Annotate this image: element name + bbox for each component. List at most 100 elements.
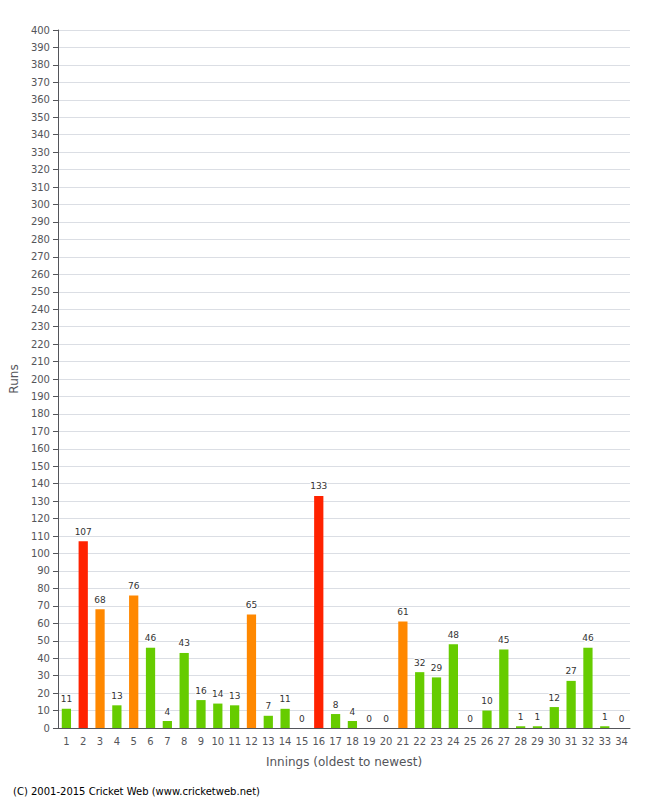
svg-text:7: 7 xyxy=(265,701,271,711)
svg-text:0: 0 xyxy=(366,714,372,724)
svg-text:20: 20 xyxy=(37,688,50,699)
svg-text:250: 250 xyxy=(31,286,50,297)
svg-text:32: 32 xyxy=(414,658,425,668)
svg-text:1: 1 xyxy=(518,712,524,722)
svg-text:310: 310 xyxy=(31,182,50,193)
svg-text:1: 1 xyxy=(535,712,541,722)
svg-text:10: 10 xyxy=(211,736,224,747)
svg-text:27: 27 xyxy=(497,736,510,747)
svg-text:390: 390 xyxy=(31,42,50,53)
svg-text:370: 370 xyxy=(31,77,50,88)
svg-text:160: 160 xyxy=(31,443,50,454)
svg-text:11: 11 xyxy=(279,694,290,704)
svg-text:0: 0 xyxy=(383,714,389,724)
svg-text:33: 33 xyxy=(598,736,611,747)
svg-text:360: 360 xyxy=(31,94,50,105)
svg-text:21: 21 xyxy=(397,736,410,747)
svg-text:7: 7 xyxy=(164,736,170,747)
svg-text:1: 1 xyxy=(602,712,608,722)
svg-text:28: 28 xyxy=(514,736,527,747)
svg-text:50: 50 xyxy=(37,635,50,646)
svg-text:170: 170 xyxy=(31,426,50,437)
svg-text:16: 16 xyxy=(312,736,325,747)
svg-text:76: 76 xyxy=(128,581,140,591)
svg-text:23: 23 xyxy=(430,736,443,747)
svg-text:10: 10 xyxy=(481,696,493,706)
svg-text:2: 2 xyxy=(80,736,86,747)
svg-text:3: 3 xyxy=(97,736,103,747)
svg-text:90: 90 xyxy=(37,565,50,576)
svg-text:0: 0 xyxy=(467,714,473,724)
svg-text:190: 190 xyxy=(31,391,50,402)
svg-text:16: 16 xyxy=(195,686,207,696)
svg-text:5: 5 xyxy=(131,736,137,747)
svg-text:4: 4 xyxy=(164,707,170,717)
svg-text:140: 140 xyxy=(31,478,50,489)
svg-text:61: 61 xyxy=(397,607,408,617)
svg-text:29: 29 xyxy=(531,736,544,747)
svg-text:13: 13 xyxy=(262,736,275,747)
svg-text:14: 14 xyxy=(212,689,224,699)
svg-text:26: 26 xyxy=(481,736,494,747)
svg-text:Innings (oldest to newest): Innings (oldest to newest) xyxy=(266,755,422,769)
svg-text:330: 330 xyxy=(31,147,50,158)
svg-text:11: 11 xyxy=(228,736,241,747)
svg-text:133: 133 xyxy=(310,481,327,491)
svg-text:6: 6 xyxy=(147,736,153,747)
svg-text:130: 130 xyxy=(31,496,50,507)
svg-text:107: 107 xyxy=(75,527,92,537)
svg-text:320: 320 xyxy=(31,164,50,175)
svg-text:34: 34 xyxy=(615,736,628,747)
svg-text:400: 400 xyxy=(31,25,50,36)
svg-text:340: 340 xyxy=(31,129,50,140)
svg-text:25: 25 xyxy=(464,736,477,747)
svg-text:48: 48 xyxy=(448,630,460,640)
svg-text:40: 40 xyxy=(37,653,50,664)
svg-text:46: 46 xyxy=(582,633,594,643)
svg-text:200: 200 xyxy=(31,374,50,385)
svg-text:13: 13 xyxy=(229,691,240,701)
svg-text:45: 45 xyxy=(498,635,509,645)
svg-text:12: 12 xyxy=(549,693,560,703)
svg-text:11: 11 xyxy=(61,694,72,704)
svg-text:8: 8 xyxy=(181,736,187,747)
svg-text:80: 80 xyxy=(37,583,50,594)
svg-text:46: 46 xyxy=(145,633,157,643)
svg-text:22: 22 xyxy=(413,736,426,747)
svg-text:380: 380 xyxy=(31,59,50,70)
svg-text:1: 1 xyxy=(63,736,69,747)
svg-text:15: 15 xyxy=(296,736,309,747)
svg-text:230: 230 xyxy=(31,321,50,332)
svg-text:120: 120 xyxy=(31,513,50,524)
svg-text:220: 220 xyxy=(31,339,50,350)
svg-text:30: 30 xyxy=(548,736,561,747)
svg-text:18: 18 xyxy=(346,736,359,747)
svg-text:270: 270 xyxy=(31,251,50,262)
svg-text:19: 19 xyxy=(363,736,376,747)
svg-text:68: 68 xyxy=(94,595,106,605)
svg-text:150: 150 xyxy=(31,461,50,472)
svg-text:4: 4 xyxy=(350,707,356,717)
svg-text:13: 13 xyxy=(111,691,122,701)
svg-text:24: 24 xyxy=(447,736,460,747)
svg-text:20: 20 xyxy=(380,736,393,747)
svg-text:0: 0 xyxy=(619,714,625,724)
svg-text:32: 32 xyxy=(582,736,595,747)
svg-text:43: 43 xyxy=(178,638,189,648)
svg-text:65: 65 xyxy=(246,600,257,610)
svg-text:4: 4 xyxy=(114,736,120,747)
svg-text:280: 280 xyxy=(31,234,50,245)
svg-text:8: 8 xyxy=(333,700,339,710)
svg-text:(C) 2001-2015 Cricket Web (www: (C) 2001-2015 Cricket Web (www.cricketwe… xyxy=(13,786,260,797)
svg-text:10: 10 xyxy=(37,705,50,716)
svg-text:210: 210 xyxy=(31,356,50,367)
svg-text:290: 290 xyxy=(31,216,50,227)
svg-text:100: 100 xyxy=(31,548,50,559)
svg-text:70: 70 xyxy=(37,600,50,611)
svg-text:0: 0 xyxy=(44,723,50,734)
svg-text:30: 30 xyxy=(37,670,50,681)
svg-text:Runs: Runs xyxy=(7,364,21,393)
svg-text:350: 350 xyxy=(31,112,50,123)
svg-text:60: 60 xyxy=(37,618,50,629)
svg-text:29: 29 xyxy=(431,663,443,673)
